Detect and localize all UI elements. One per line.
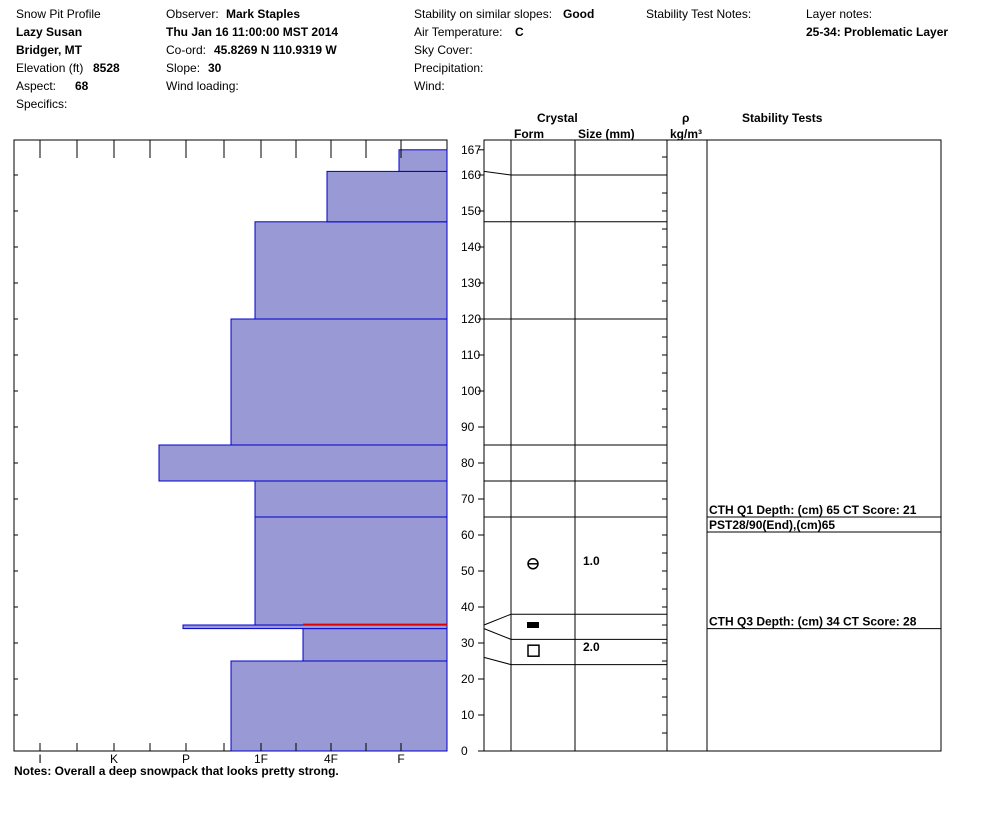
depth-tick-label: 20	[461, 672, 475, 686]
hardness-tick-label: 4F	[324, 752, 338, 766]
coord-label: Co-ord:	[166, 43, 207, 57]
stability-tests-header: Stability Tests	[742, 111, 823, 125]
layer-connector-line	[483, 613, 512, 626]
wind-label: Wind:	[414, 79, 445, 93]
depth-tick-label: 167	[461, 143, 481, 157]
hardness-layer-bar	[302, 628, 448, 662]
depth-tick-label: 0	[461, 744, 468, 758]
observer-label: Observer:	[166, 7, 219, 21]
stability-value: Good	[563, 7, 595, 21]
hardness-layer-bar	[254, 516, 448, 626]
elevation-label: Elevation (ft)	[16, 61, 84, 75]
depth-tick-label: 130	[461, 276, 481, 290]
aspect-label: Aspect:	[16, 79, 57, 93]
grain-form-crust-icon	[527, 622, 539, 628]
stability-notes-label: Stability Test Notes:	[646, 7, 752, 21]
depth-tick-label: 100	[461, 384, 481, 398]
depth-tick-label: 120	[461, 312, 481, 326]
depth-tick-label: 70	[461, 492, 475, 506]
layer-connector-line	[483, 656, 512, 666]
depth-tick-label: 140	[461, 240, 481, 254]
hardness-layer-bar	[230, 318, 448, 446]
hardness-tick-label: P	[182, 752, 190, 766]
depth-tick-label: 30	[461, 636, 475, 650]
hardness-layer-bar	[230, 660, 448, 752]
stability-test-text: PST28/90(End),(cm)65	[709, 518, 835, 532]
location-name: Lazy Susan	[16, 25, 83, 39]
grain-size-label: 1.0	[583, 554, 600, 568]
depth-tick-label: 110	[461, 348, 480, 362]
density-unit-header: kg/m³	[670, 127, 703, 141]
observer-value: Mark Staples	[226, 7, 301, 21]
layer-note-value: 25-34: Problematic Layer	[806, 25, 949, 39]
depth-tick-label: 60	[461, 528, 475, 542]
profile-title: Snow Pit Profile	[16, 7, 101, 21]
hardness-tick-label: K	[110, 752, 118, 766]
precip-label: Precipitation:	[414, 61, 484, 75]
notes: Notes: Overall a deep snowpack that look…	[14, 764, 339, 778]
depth-tick-label: 80	[461, 456, 475, 470]
crystal-header: Crystal	[537, 111, 578, 125]
region: Bridger, MT	[16, 43, 83, 57]
layer-connector-line	[483, 628, 512, 640]
hardness-layer-bar	[398, 149, 448, 172]
depth-tick-label: 10	[461, 708, 475, 722]
elevation-value: 8528	[93, 61, 120, 75]
aspect-value: 68	[75, 79, 89, 93]
slope-value: 30	[208, 61, 222, 75]
stability-test-text: CTH Q3 Depth: (cm) 34 CT Score: 28	[709, 615, 917, 629]
air-temp-label: Air Temperature:	[414, 25, 503, 39]
hardness-tick-label: 1F	[254, 752, 268, 766]
grain-size-label: 2.0	[583, 640, 600, 654]
hardness-layer-bar	[158, 444, 448, 482]
stability-test-text: CTH Q1 Depth: (cm) 65 CT Score: 21	[709, 503, 917, 517]
hardness-tick-label: I	[38, 752, 41, 766]
slope-label: Slope:	[166, 61, 201, 75]
hardness-layer-bar	[326, 170, 448, 223]
wind-loading-label: Wind loading:	[166, 79, 239, 93]
layer-connector-line	[483, 170, 512, 176]
sky-cover-label: Sky Cover:	[414, 43, 473, 57]
depth-tick-label: 150	[461, 204, 481, 218]
air-temp-value: C	[515, 25, 524, 39]
specifics-label: Specifics:	[16, 97, 68, 111]
coord-value: 45.8269 N 110.9319 W	[214, 43, 337, 57]
form-header: Form	[514, 127, 544, 141]
size-header: Size (mm)	[578, 127, 635, 141]
hardness-tick-label: F	[397, 752, 404, 766]
density-header: ρ	[682, 111, 690, 125]
depth-tick-label: 50	[461, 564, 475, 578]
grain-form-faceted-icon	[527, 644, 540, 657]
depth-tick-label: 90	[461, 420, 475, 434]
depth-tick-label: 160	[461, 168, 481, 182]
hardness-layer-bar	[254, 480, 448, 518]
stability-label: Stability on similar slopes:	[414, 7, 553, 21]
layer-notes-label: Layer notes:	[806, 7, 873, 21]
hardness-layer-bar	[254, 221, 448, 320]
depth-tick-label: 40	[461, 600, 475, 614]
observation-datetime: Thu Jan 16 11:00:00 MST 2014	[166, 25, 339, 39]
